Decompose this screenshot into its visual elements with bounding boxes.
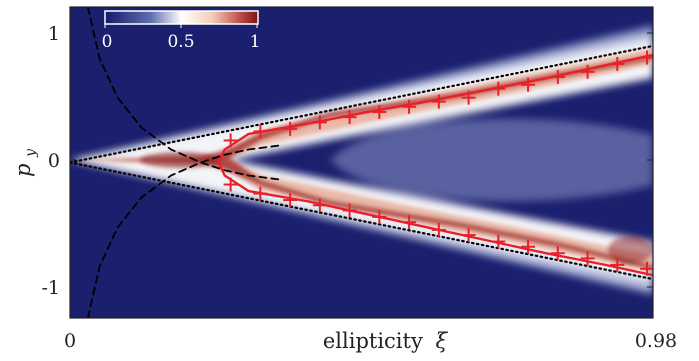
- plus-marker-lower: [580, 251, 595, 266]
- plus-marker-upper: [372, 104, 387, 119]
- plus-marker-lower: [640, 261, 653, 276]
- y-tick-label: 1: [48, 23, 60, 45]
- plus-marker-lower: [491, 234, 506, 249]
- plus-marker-upper: [402, 99, 417, 114]
- colorbar-tick-label: 1: [250, 32, 261, 52]
- colorbar: 0 0.5 1: [102, 10, 261, 52]
- y-axis-label-symbol: p: [11, 164, 35, 177]
- plus-marker-upper: [610, 57, 625, 72]
- plus-marker-upper: [223, 133, 238, 148]
- plus-marker-upper: [640, 50, 653, 65]
- chart-marks: [70, 7, 653, 318]
- plus-marker-lower: [342, 203, 357, 218]
- plus-marker-upper: [253, 124, 268, 139]
- x-axis-label: ellipticity ξ: [323, 329, 449, 353]
- plot-frame: [69, 6, 654, 319]
- plus-marker-upper: [580, 64, 595, 79]
- x-axis-label-symbol: ξ: [436, 329, 449, 353]
- colorbar-tick-label: 0.5: [167, 32, 194, 52]
- plus-marker-lower: [521, 239, 536, 254]
- plus-marker-lower: [431, 222, 446, 237]
- colorbar-tick-label: 0: [102, 32, 113, 52]
- plus-marker-lower: [223, 177, 238, 192]
- plus-marker-upper: [461, 90, 476, 105]
- plus-marker-upper: [312, 115, 327, 130]
- tick-marks: [70, 32, 653, 288]
- plus-marker-lower: [402, 215, 417, 230]
- x-tick-label: 0: [64, 330, 76, 352]
- plus-marker-upper: [342, 110, 357, 125]
- plus-marker-lower: [312, 198, 327, 213]
- plus-marker-upper: [283, 121, 298, 136]
- y-axis-label-subscript: y: [23, 148, 39, 158]
- y-axis-label: p y: [11, 148, 39, 177]
- plus-marker-lower: [283, 193, 298, 208]
- plus-marker-upper: [431, 94, 446, 109]
- y-tick-label: -1: [41, 277, 60, 299]
- dotted-line-upper: [70, 44, 653, 164]
- red-curve-upper: [217, 53, 653, 164]
- plus-marker-lower: [372, 209, 387, 224]
- plus-marker-lower: [253, 186, 268, 201]
- red-curve-lower: [217, 161, 653, 277]
- colorbar-gradient: [104, 10, 259, 25]
- x-tick-label: 0.98: [635, 330, 677, 352]
- dashed-curve-a: [86, 7, 280, 181]
- dotted-line-lower: [70, 161, 653, 281]
- plus-marker-upper: [550, 69, 565, 84]
- plus-marker-lower: [550, 246, 565, 261]
- x-axis-label-text: ellipticity: [323, 329, 423, 353]
- plus-marker-upper: [521, 77, 536, 92]
- y-tick-label: 0: [48, 150, 60, 172]
- heatmap: [70, 7, 653, 318]
- plus-marker-upper: [491, 81, 506, 96]
- dashed-curve-b: [86, 144, 280, 318]
- plus-marker-lower: [610, 257, 625, 272]
- plus-marker-lower: [461, 228, 476, 243]
